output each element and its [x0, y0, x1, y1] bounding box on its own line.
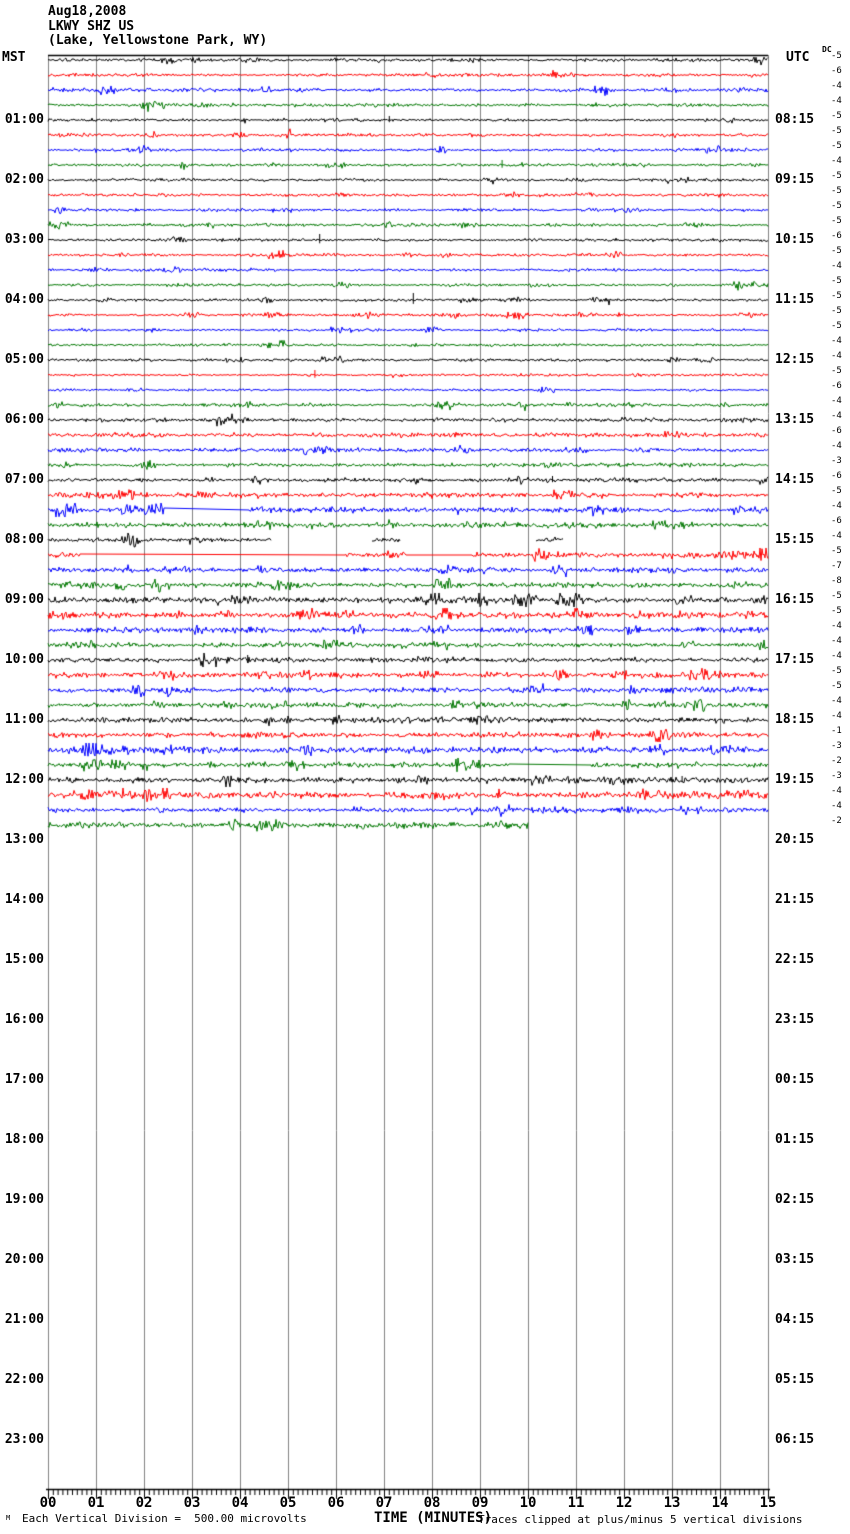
minute-tick-label: 12 — [615, 1495, 633, 1511]
minute-tick-label: 10 — [519, 1495, 537, 1511]
minute-tick-label: 14 — [711, 1495, 729, 1511]
corner-mark: M — [6, 1514, 11, 1522]
x-axis-title: TIME (MINUTES) — [374, 1510, 493, 1526]
minute-tick-label: 05 — [279, 1495, 297, 1511]
minute-tick-label: 09 — [471, 1495, 489, 1511]
minute-tick-label: 06 — [327, 1495, 345, 1511]
minute-tick-label: 11 — [567, 1495, 585, 1511]
minute-tick-label: 08 — [423, 1495, 441, 1511]
minute-tick-label: 02 — [135, 1495, 153, 1511]
minute-tick-label: 00 — [39, 1495, 57, 1511]
minute-tick-label: 03 — [183, 1495, 201, 1511]
minute-tick-label: 15 — [759, 1495, 777, 1511]
minute-tick-label: 01 — [87, 1495, 105, 1511]
clip-note: Traces clipped at plus/minus 5 vertical … — [478, 1513, 803, 1526]
minute-tick-label: 07 — [375, 1495, 393, 1511]
scale-note: Each Vertical Division = 500.00 microvol… — [22, 1512, 307, 1525]
minute-tick-label: 04 — [231, 1495, 249, 1511]
minute-tick-label: 13 — [663, 1495, 681, 1511]
